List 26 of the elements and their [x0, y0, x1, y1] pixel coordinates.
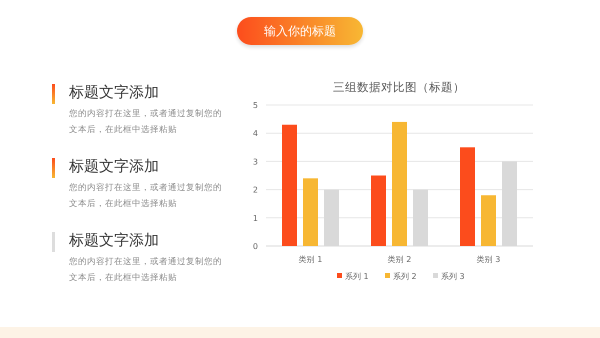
chart-title: 三组数据对比图（标题） [333, 80, 465, 94]
y-tick-label: 0 [252, 242, 258, 251]
text: 您的内容打在这里，或者通过复制您的文本后，在此框中选择粘贴 [69, 108, 223, 137]
text: 您的内容打在这里，或者通过复制您的文本后，在此框中选择粘贴 [69, 256, 223, 285]
bar [303, 178, 318, 246]
text: 输入你的标题 [237, 17, 363, 45]
text: 您的内容打在这里，或者通过复制您的文本后，在此框中选择粘贴 [69, 182, 223, 211]
x-tick-label: 类别 2 [388, 255, 412, 264]
text: 标题文字添加 [69, 231, 159, 250]
text: 标题文字添加 [69, 83, 159, 102]
text: 标题文字添加 [69, 157, 159, 176]
bar [481, 195, 496, 246]
y-tick-label: 1 [252, 214, 258, 223]
legend-label: 系列 1 [345, 272, 369, 281]
y-tick-label: 5 [252, 101, 258, 110]
bar [460, 147, 475, 246]
y-tick-label: 4 [252, 129, 258, 138]
bar [371, 176, 386, 246]
legend-label: 系列 3 [441, 272, 465, 281]
y-tick-label: 3 [252, 157, 258, 166]
y-tick-label: 2 [252, 186, 258, 195]
bar [282, 124, 297, 246]
x-tick-label: 类别 1 [298, 255, 322, 264]
legend-label: 系列 2 [393, 272, 417, 281]
x-tick-label: 类别 3 [476, 255, 500, 264]
bar [392, 122, 407, 246]
